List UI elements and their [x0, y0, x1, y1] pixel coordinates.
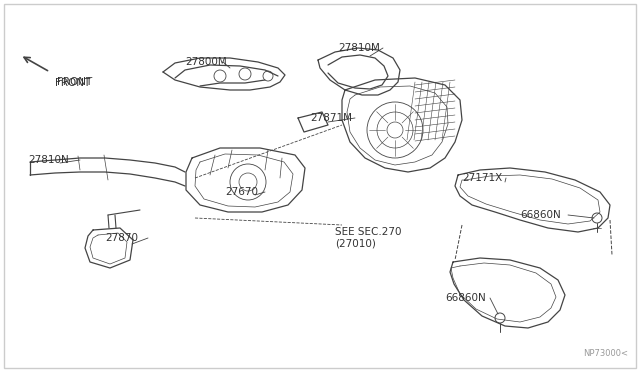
Text: 27171X: 27171X — [462, 173, 502, 183]
Text: 27810N: 27810N — [28, 155, 68, 165]
Text: 27800M: 27800M — [185, 57, 227, 67]
Text: 66860N: 66860N — [445, 293, 486, 303]
Text: (27010): (27010) — [335, 239, 376, 249]
Text: 27810M: 27810M — [338, 43, 380, 53]
Text: NP73000<: NP73000< — [583, 349, 628, 358]
Text: 27670: 27670 — [225, 187, 258, 197]
Text: 27870: 27870 — [105, 233, 138, 243]
Text: 27871M: 27871M — [310, 113, 352, 123]
Text: SEE SEC.270: SEE SEC.270 — [335, 227, 401, 237]
Text: 66860N: 66860N — [520, 210, 561, 220]
Text: FRONT: FRONT — [57, 77, 92, 87]
Text: FRONT: FRONT — [55, 78, 90, 88]
